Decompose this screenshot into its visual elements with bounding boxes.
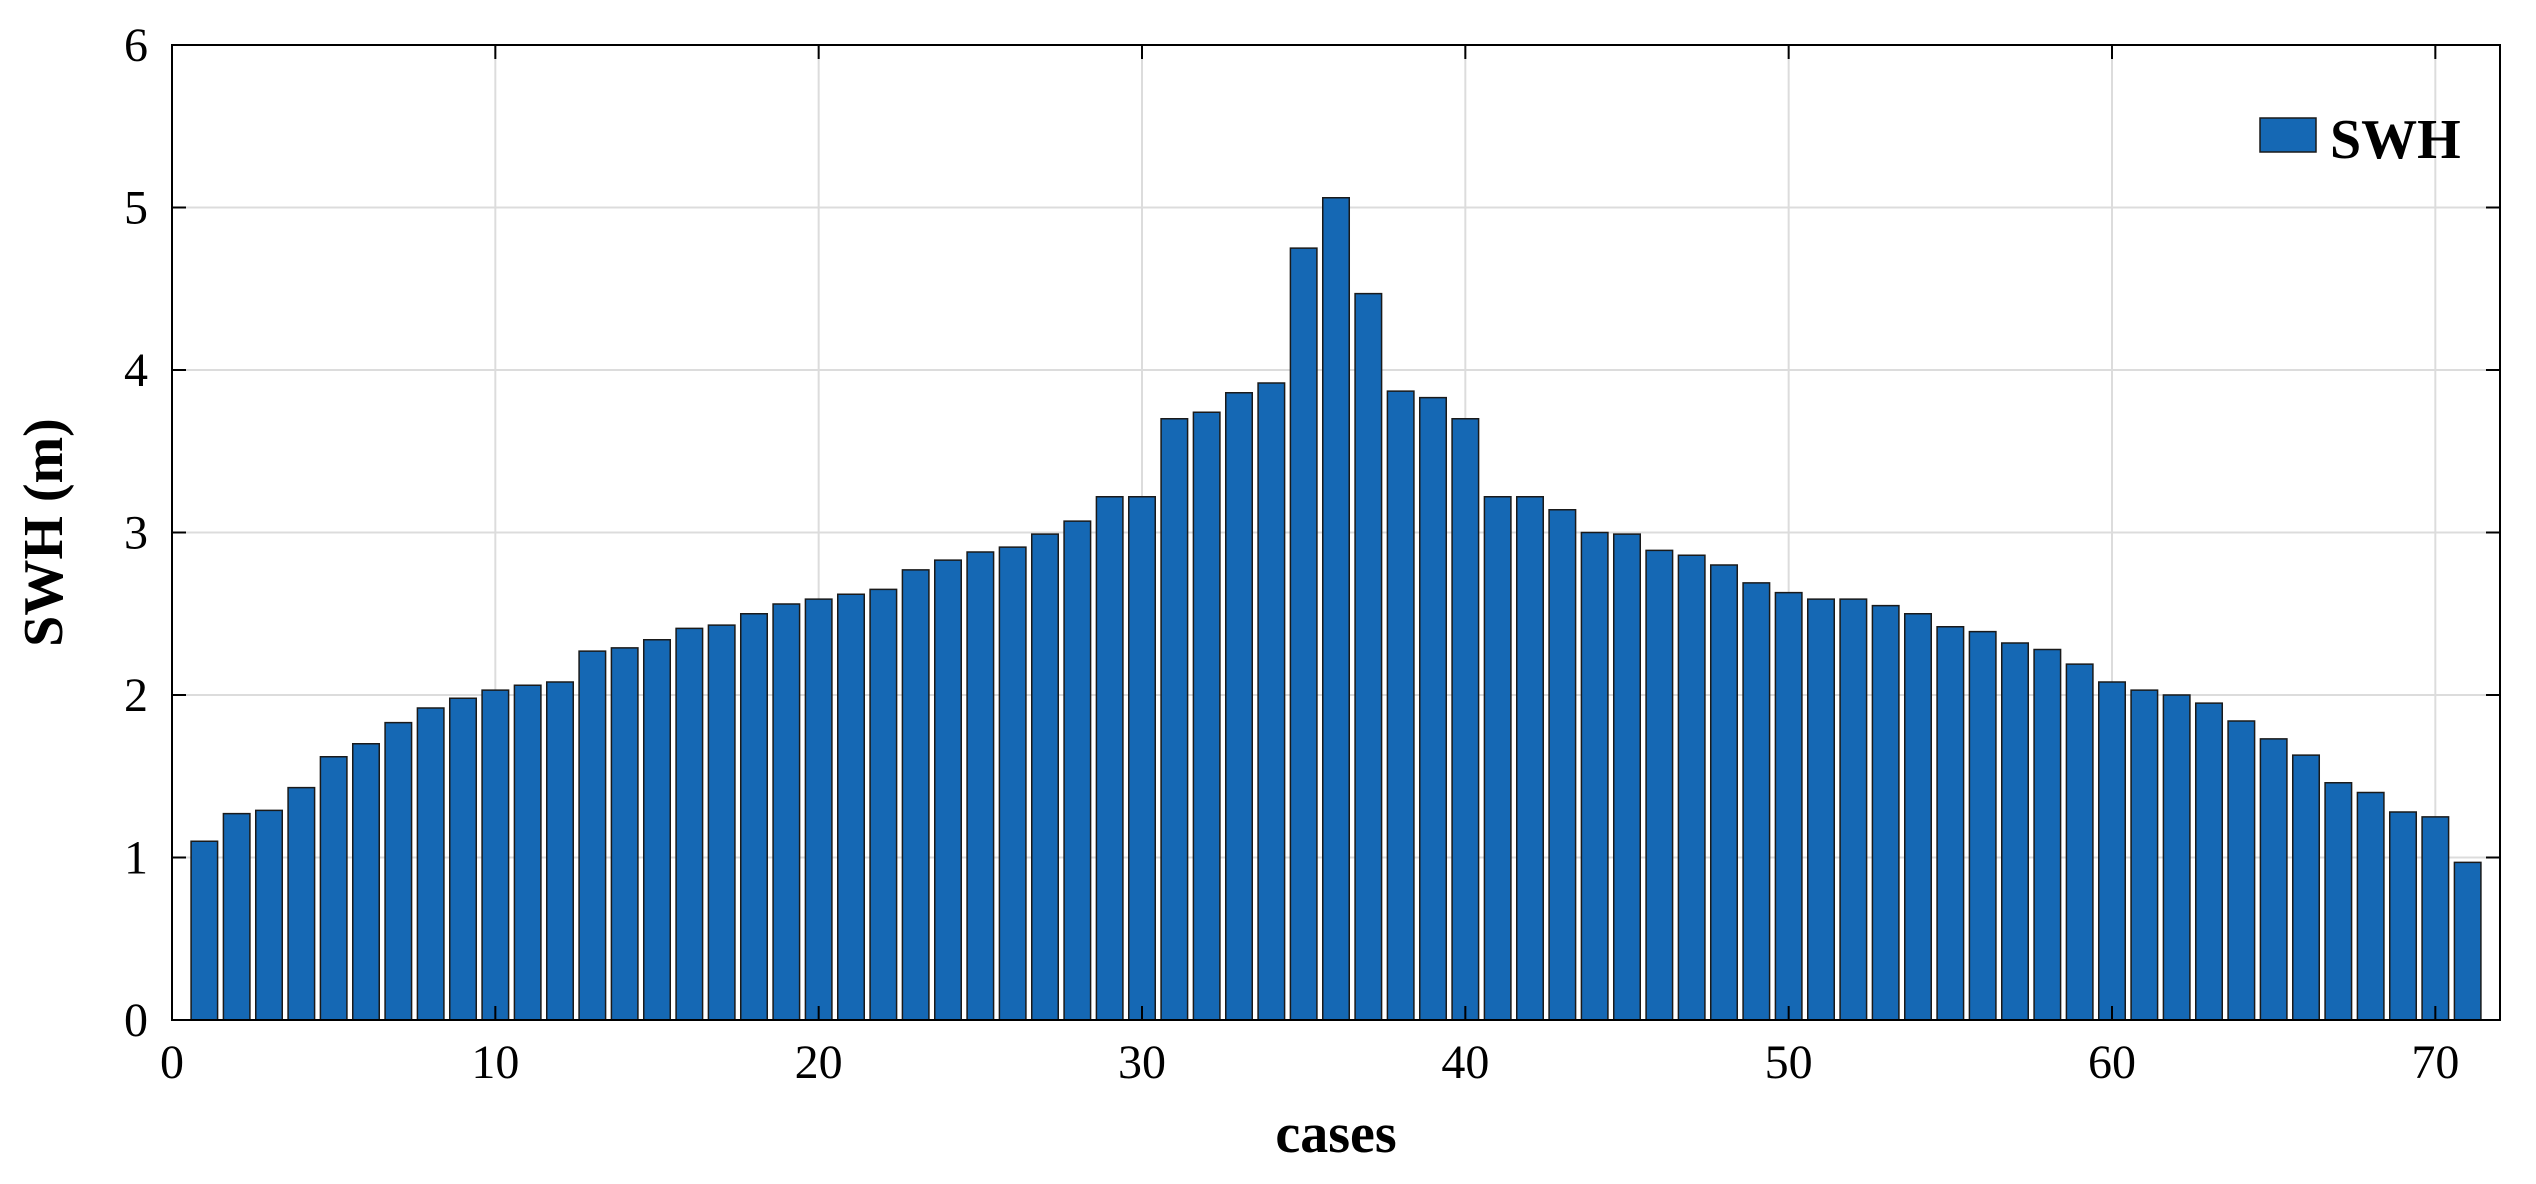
y-tick-label-2: 2	[124, 669, 148, 722]
bar-case-31	[1160, 418, 1189, 1021]
bar-case-8	[416, 707, 445, 1021]
bar-case-62	[2162, 694, 2191, 1021]
bar-case-64	[2227, 720, 2256, 1021]
bar-case-16	[675, 627, 704, 1021]
bar-case-69	[2388, 811, 2418, 1021]
legend-swatch	[2259, 117, 2317, 153]
bar-case-26	[998, 546, 1027, 1021]
y-tick-label-5: 5	[124, 182, 148, 235]
x-tick-label-4: 40	[1441, 1036, 1489, 1089]
bar-case-44	[1580, 531, 1609, 1021]
bar-case-67	[2324, 782, 2353, 1021]
bar-case-5	[319, 756, 348, 1021]
x-axis-ticks: 0 10 20 30 40 50 60 70	[160, 45, 2459, 1089]
x-tick-label-1: 10	[471, 1036, 519, 1089]
legend: SWH	[2259, 109, 2461, 171]
bar-case-43	[1548, 509, 1577, 1021]
bar-case-9	[448, 697, 478, 1021]
legend-label: SWH	[2330, 109, 2461, 171]
y-axis-title: SWH (m)	[13, 418, 75, 647]
bar-case-55	[1936, 626, 1965, 1021]
bar-case-48	[1709, 564, 1739, 1021]
bar-case-24	[933, 559, 963, 1021]
bar-case-28	[1063, 520, 1092, 1021]
bar-case-11	[513, 684, 542, 1021]
bar-case-13	[578, 650, 607, 1021]
bar-case-3	[254, 809, 284, 1021]
bar-case-57	[2000, 642, 2030, 1021]
bar-case-17	[707, 624, 736, 1021]
bar-case-27	[1030, 533, 1060, 1021]
bar-case-71	[2453, 861, 2482, 1021]
bar-case-22	[869, 588, 898, 1021]
x-tick-label-5: 50	[1765, 1036, 1813, 1089]
x-tick-label-6: 60	[2088, 1036, 2136, 1089]
bar-case-7	[384, 721, 413, 1021]
bar-case-6	[351, 743, 381, 1021]
bar-case-56	[1968, 630, 1997, 1021]
y-axis-ticks: 0 1 2 3 4 5 6	[124, 19, 2500, 1047]
x-tick-label-2: 20	[795, 1036, 843, 1089]
y-tick-label-1: 1	[124, 832, 148, 885]
bar-case-53	[1871, 604, 1900, 1021]
bar-case-18	[739, 613, 769, 1021]
bar-case-32	[1192, 411, 1221, 1021]
bar-case-12	[545, 681, 575, 1021]
bar-case-54	[1903, 613, 1933, 1021]
bar-case-10	[481, 689, 510, 1021]
bar-case-20	[804, 598, 833, 1021]
bar-case-51	[1806, 598, 1836, 1021]
bar-case-42	[1515, 496, 1545, 1021]
bar-case-38	[1386, 390, 1415, 1021]
bar-case-1	[190, 840, 219, 1021]
bar-case-46	[1645, 549, 1674, 1021]
bar-case-21	[836, 593, 866, 1021]
bar-case-50	[1774, 591, 1803, 1021]
bar-case-66	[2291, 754, 2321, 1021]
y-tick-label-4: 4	[124, 344, 148, 397]
bar-case-34	[1257, 382, 1286, 1021]
x-tick-label-3: 30	[1118, 1036, 1166, 1089]
y-tick-label-6: 6	[124, 19, 148, 72]
bar-case-25	[966, 551, 995, 1021]
bar-case-68	[2356, 791, 2385, 1021]
bar-case-14	[610, 647, 639, 1021]
bar-case-47	[1677, 554, 1706, 1021]
bar-case-30	[1127, 496, 1157, 1021]
y-tick-label-0: 0	[124, 994, 148, 1047]
x-tick-label-0: 0	[160, 1036, 184, 1089]
bar-case-63	[2194, 702, 2224, 1021]
bar-case-61	[2130, 689, 2159, 1021]
bar-case-52	[1839, 598, 1868, 1021]
bar-case-58	[2033, 648, 2062, 1021]
bars	[190, 197, 2482, 1021]
bar-case-40	[1451, 418, 1480, 1021]
y-tick-label-3: 3	[124, 507, 148, 560]
bar-case-4	[287, 786, 316, 1021]
bar-case-2	[222, 812, 251, 1021]
bar-case-39	[1418, 396, 1448, 1021]
bar-case-59	[2065, 663, 2094, 1021]
bar-case-60	[2097, 681, 2127, 1021]
bar-case-19	[772, 603, 801, 1021]
bar-case-36	[1321, 197, 1351, 1021]
bar-case-45	[1612, 533, 1642, 1021]
bar-case-35	[1289, 247, 1318, 1021]
bar-case-37	[1354, 292, 1383, 1021]
x-axis-title: cases	[1275, 1103, 1396, 1165]
bar-case-41	[1483, 496, 1512, 1021]
bar-case-29	[1095, 496, 1124, 1021]
bar-case-65	[2259, 738, 2288, 1021]
bar-case-15	[642, 639, 672, 1021]
bar-case-70	[2421, 816, 2450, 1021]
x-tick-label-7: 70	[2411, 1036, 2459, 1089]
bar-case-49	[1742, 582, 1771, 1021]
bar-case-33	[1224, 392, 1254, 1021]
bar-case-23	[901, 569, 930, 1021]
